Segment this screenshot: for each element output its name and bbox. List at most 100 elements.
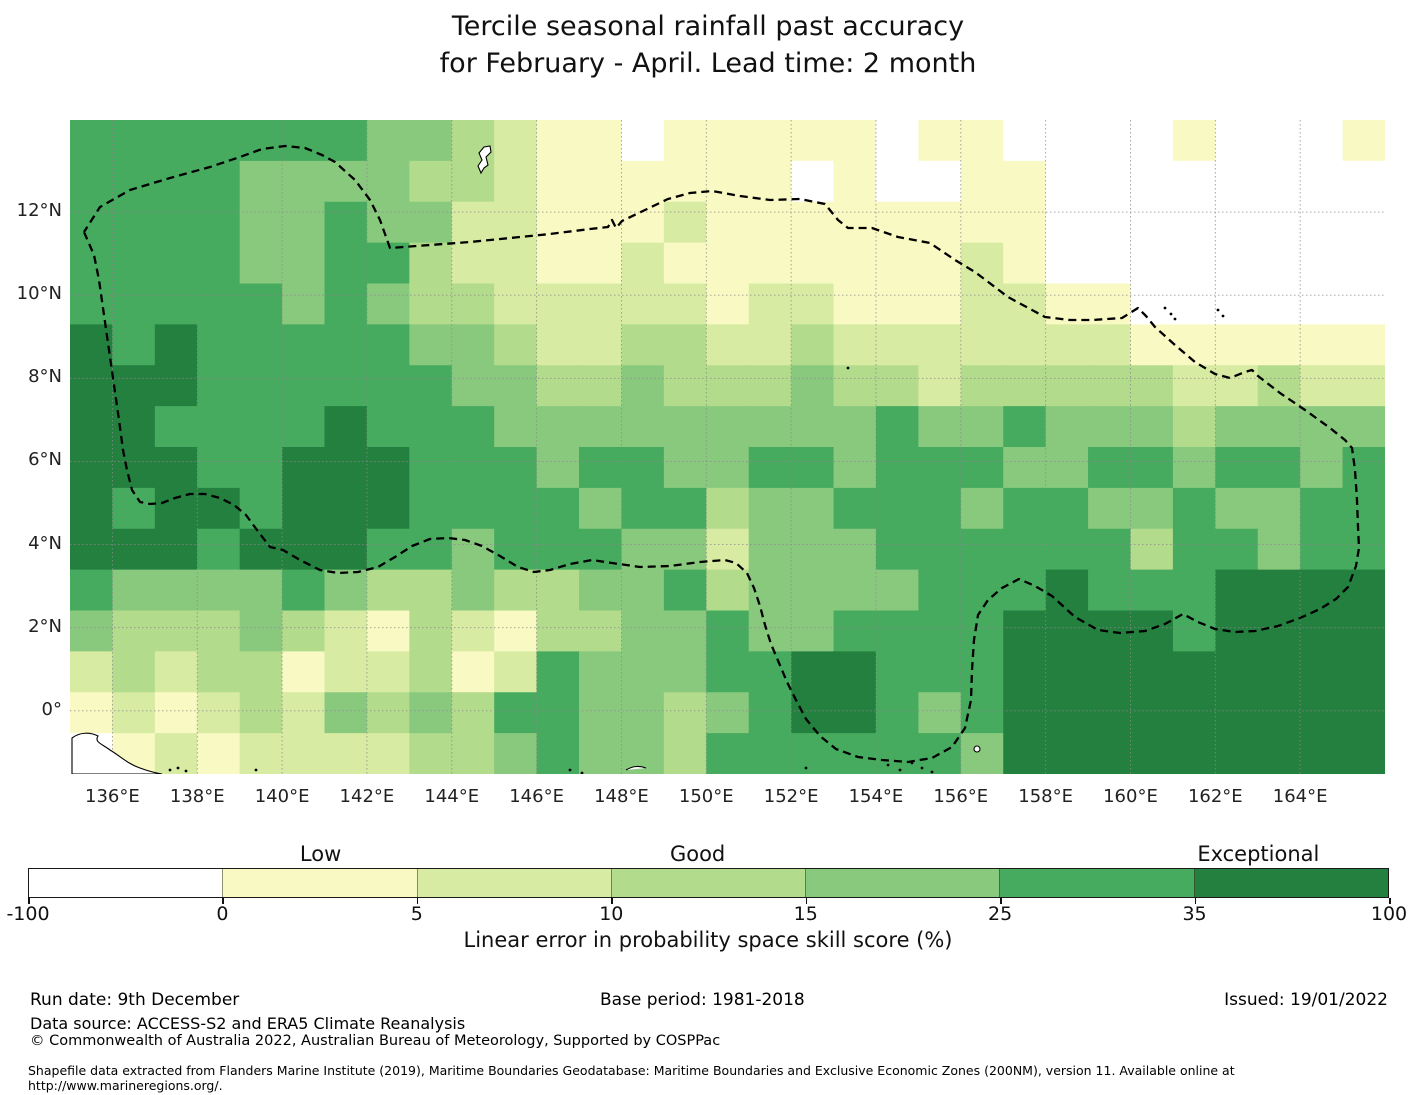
grid-cell: [1130, 528, 1174, 571]
grid-cell: [960, 160, 1004, 203]
colorbar-zone-label: Low: [299, 842, 342, 866]
copyright-text: © Commonwealth of Australia 2022, Austra…: [30, 1033, 721, 1049]
grid-cell: [494, 733, 538, 774]
grid-cell: [1257, 569, 1301, 612]
grid-cell: [875, 528, 919, 571]
grid-cell: [409, 487, 453, 530]
grid-cell: [494, 651, 538, 693]
grid-cell: [791, 201, 835, 244]
grid-cell: [791, 733, 835, 774]
grid-cell: [1003, 651, 1047, 693]
lat-tick-label: 4°N: [28, 532, 62, 554]
grid-cell: [154, 365, 198, 407]
grid-cell: [1045, 447, 1089, 489]
grid-cell: [451, 447, 495, 489]
grid-cell: [451, 406, 495, 448]
map-canvas: [70, 120, 1385, 774]
island-dot: [930, 770, 934, 774]
grid-cell: [197, 610, 241, 652]
grid-cell: [324, 120, 368, 162]
grid-cell: [1172, 733, 1216, 774]
grid-cell: [791, 120, 835, 162]
grid-cell: [112, 651, 156, 693]
grid-cell: [1215, 160, 1259, 203]
grid-cell: [239, 201, 283, 244]
grid-cell: [791, 692, 835, 734]
colorbar-tick-mark: [805, 898, 808, 904]
colorbar-tick-label: 25: [988, 903, 1013, 925]
grid-cell: [112, 365, 156, 407]
grid-cell: [748, 447, 792, 489]
grid-cell: [1215, 365, 1259, 407]
colorbar-axis-label: Linear error in probability space skill …: [463, 928, 953, 952]
grid-cell: [1003, 569, 1047, 612]
grid-cell: [1342, 283, 1385, 325]
grid-cell: [366, 487, 410, 530]
island-dot: [1216, 308, 1220, 312]
lat-tick-label: 6°N: [28, 449, 62, 471]
grid-cell: [918, 365, 962, 407]
grid-cell: [366, 610, 410, 652]
grid-cell: [875, 120, 919, 162]
grid-cell: [324, 733, 368, 774]
grid-cell: [1130, 406, 1174, 448]
grid-cell: [494, 242, 538, 285]
grid-cell: [791, 447, 835, 489]
grid-cell: [239, 447, 283, 489]
grid-cell: [1215, 406, 1259, 448]
grid-cell: [1300, 365, 1344, 407]
colorbar-tick-mark: [1389, 898, 1391, 904]
grid-cell: [366, 242, 410, 285]
grid-cell: [409, 242, 453, 285]
grid-cell: [918, 120, 962, 162]
grid-cell: [1342, 201, 1385, 244]
grid-cell: [1045, 487, 1089, 530]
title-line-1: Tercile seasonal rainfall past accuracy: [451, 11, 965, 42]
grid-cell: [409, 733, 453, 774]
grid-cell: [1300, 283, 1344, 325]
grid-cell: [875, 160, 919, 203]
grid-cell: [579, 651, 622, 693]
grid-cell: [239, 160, 283, 203]
grid-cell: [197, 365, 241, 407]
grid-cell: [366, 528, 410, 571]
grid-cell: [663, 201, 707, 244]
grid-cell: [1257, 692, 1301, 734]
grid-cell: [875, 487, 919, 530]
grid-cell: [1342, 242, 1385, 285]
grid-cell: [451, 283, 495, 325]
grid-cell: [706, 692, 750, 734]
grid-cell: [1003, 242, 1047, 285]
grid-cell: [1130, 610, 1174, 652]
grid-cell: [366, 569, 410, 612]
grid-cell: [706, 242, 750, 285]
grid-cell: [579, 569, 622, 612]
grid-cell: [579, 365, 622, 407]
colorbar-tick-mark: [1000, 898, 1002, 904]
grid-cell: [1342, 406, 1385, 448]
grid-cell: [960, 569, 1004, 612]
grid-cell: [451, 201, 495, 244]
colorbar-zone-label: Good: [669, 842, 726, 866]
grid-cell: [833, 120, 877, 162]
grid-cell: [366, 692, 410, 734]
grid-cell: [833, 283, 877, 325]
grid-cell: [494, 692, 538, 734]
grid-cell: [748, 365, 792, 407]
colorbar-tick-mark: [222, 898, 224, 904]
lat-tick-label: 8°N: [28, 366, 62, 388]
grid-cell: [960, 610, 1004, 652]
grid-cell: [324, 447, 368, 489]
grid-cell: [366, 120, 410, 162]
lon-tick-label: 160°E: [1103, 786, 1158, 807]
grid-cell: [324, 365, 368, 407]
grid-cell: [748, 610, 792, 652]
grid-cell: [239, 242, 283, 285]
grid-cell: [409, 365, 453, 407]
grid-cell: [1088, 365, 1131, 407]
grid-cell: [1045, 528, 1089, 571]
grid-cell: [494, 324, 538, 366]
grid-cell: [1088, 651, 1131, 693]
grid-cell: [833, 733, 877, 774]
grid-cell: [1172, 283, 1216, 325]
